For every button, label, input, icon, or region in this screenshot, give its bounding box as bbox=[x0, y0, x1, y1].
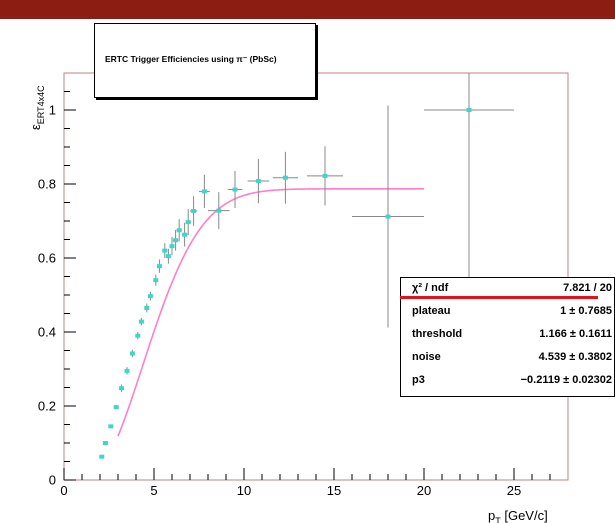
data-marker bbox=[169, 244, 175, 249]
data-point bbox=[165, 248, 171, 264]
data-point bbox=[208, 192, 230, 230]
data-point bbox=[172, 229, 179, 251]
data-point bbox=[113, 405, 119, 410]
data-point bbox=[124, 367, 130, 375]
stats-value: 7.821 / 20 bbox=[563, 282, 612, 294]
data-point bbox=[272, 151, 298, 204]
data-marker bbox=[156, 264, 162, 269]
data-point bbox=[227, 171, 243, 209]
data-marker bbox=[173, 238, 179, 243]
data-marker bbox=[144, 305, 150, 310]
x-tick-label: 0 bbox=[60, 483, 67, 498]
data-marker bbox=[129, 351, 135, 356]
fit-curve bbox=[117, 188, 424, 437]
y-axis-ticks: 0 0.2 0.4 0.6 0.8 1 bbox=[38, 91, 76, 488]
data-marker bbox=[201, 189, 207, 194]
data-point bbox=[119, 384, 125, 392]
data-marker bbox=[282, 175, 288, 180]
data-point bbox=[199, 174, 210, 209]
data-marker bbox=[108, 424, 114, 429]
data-point bbox=[307, 146, 343, 206]
stats-header-underline bbox=[400, 296, 598, 299]
stats-key: noise bbox=[412, 351, 441, 363]
data-point bbox=[144, 303, 150, 313]
y-tick-label: 0.2 bbox=[38, 399, 56, 414]
y-tick-label: 0 bbox=[49, 473, 56, 488]
x-tick-label: 25 bbox=[507, 483, 521, 498]
data-marker bbox=[162, 248, 168, 253]
data-point bbox=[247, 158, 270, 204]
y-tick-label: 0.4 bbox=[38, 325, 56, 340]
fit-curve-group bbox=[117, 188, 424, 437]
title-box: ERTC Trigger Efficiencies using π⁻ (PbSc… bbox=[94, 23, 316, 98]
data-point bbox=[169, 236, 175, 256]
y-tick-label: 1 bbox=[49, 103, 56, 118]
data-point bbox=[162, 243, 168, 258]
data-marker bbox=[322, 173, 328, 178]
data-marker bbox=[135, 333, 141, 338]
data-marker bbox=[113, 405, 119, 410]
data-marker bbox=[99, 454, 105, 459]
data-marker bbox=[119, 386, 125, 391]
y-tick-label: 0.8 bbox=[38, 177, 56, 192]
stats-row-threshold: threshold 1.166 ± 0.1611 bbox=[401, 324, 614, 346]
data-marker bbox=[216, 208, 222, 213]
stats-row-noise: noise 4.539 ± 0.3802 bbox=[401, 347, 614, 369]
x-tick-label: 15 bbox=[327, 483, 341, 498]
y-axis-title: εERT4x4C bbox=[28, 85, 46, 130]
data-point bbox=[102, 441, 108, 445]
data-marker bbox=[165, 254, 171, 259]
data-marker bbox=[124, 368, 130, 373]
data-point bbox=[138, 317, 144, 326]
data-marker bbox=[232, 187, 238, 192]
stats-value: 1.166 ± 0.1611 bbox=[539, 328, 612, 340]
fit-stats-box: χ² / ndf 7.821 / 20 plateau 1 ± 0.7685 t… bbox=[400, 277, 615, 397]
window-top-bar bbox=[0, 0, 615, 19]
data-marker bbox=[191, 209, 197, 214]
stats-key: threshold bbox=[412, 328, 463, 340]
chart-title: ERTC Trigger Efficiencies using π⁻ (PbSc… bbox=[105, 54, 277, 64]
stats-key: χ² / ndf bbox=[412, 282, 449, 294]
x-tick-label: 5 bbox=[150, 483, 157, 498]
data-point bbox=[153, 274, 159, 286]
x-axis-title: pT [GeV/c] bbox=[488, 508, 548, 523]
stats-value: 1 ± 0.7685 bbox=[560, 305, 612, 317]
stats-row-plateau: plateau 1 ± 0.7685 bbox=[401, 301, 614, 323]
data-marker bbox=[466, 108, 472, 112]
data-marker bbox=[102, 441, 108, 445]
x-axis-ticks: 0 5 10 15 20 25 bbox=[60, 468, 551, 498]
data-marker bbox=[138, 319, 144, 324]
x-tick-label: 10 bbox=[237, 483, 251, 498]
data-marker bbox=[185, 220, 191, 225]
stats-value: −0.2119 ± 0.02302 bbox=[520, 374, 612, 386]
stats-key: p3 bbox=[412, 374, 425, 386]
stats-row-chi2: χ² / ndf 7.821 / 20 bbox=[401, 278, 614, 300]
stats-row-p3: p3 −0.2119 ± 0.02302 bbox=[401, 370, 614, 392]
x-tick-label: 20 bbox=[417, 483, 431, 498]
data-point bbox=[129, 349, 135, 358]
data-marker bbox=[153, 278, 159, 283]
data-point bbox=[176, 219, 182, 242]
data-marker bbox=[176, 228, 182, 233]
data-point bbox=[352, 105, 424, 328]
data-point bbox=[156, 259, 162, 273]
data-point bbox=[147, 291, 153, 301]
y-tick-label: 0.6 bbox=[38, 251, 56, 266]
stats-value: 4.539 ± 0.3802 bbox=[538, 351, 612, 363]
data-points-group bbox=[99, 73, 514, 459]
stats-key: plateau bbox=[412, 305, 451, 317]
data-marker bbox=[255, 179, 261, 184]
data-point bbox=[190, 196, 198, 226]
data-marker bbox=[147, 294, 153, 299]
data-point bbox=[185, 209, 191, 236]
data-point bbox=[135, 332, 141, 340]
data-point bbox=[181, 222, 188, 247]
data-marker bbox=[182, 232, 188, 237]
data-point bbox=[108, 424, 114, 429]
data-point bbox=[99, 454, 105, 459]
data-marker bbox=[385, 214, 391, 219]
